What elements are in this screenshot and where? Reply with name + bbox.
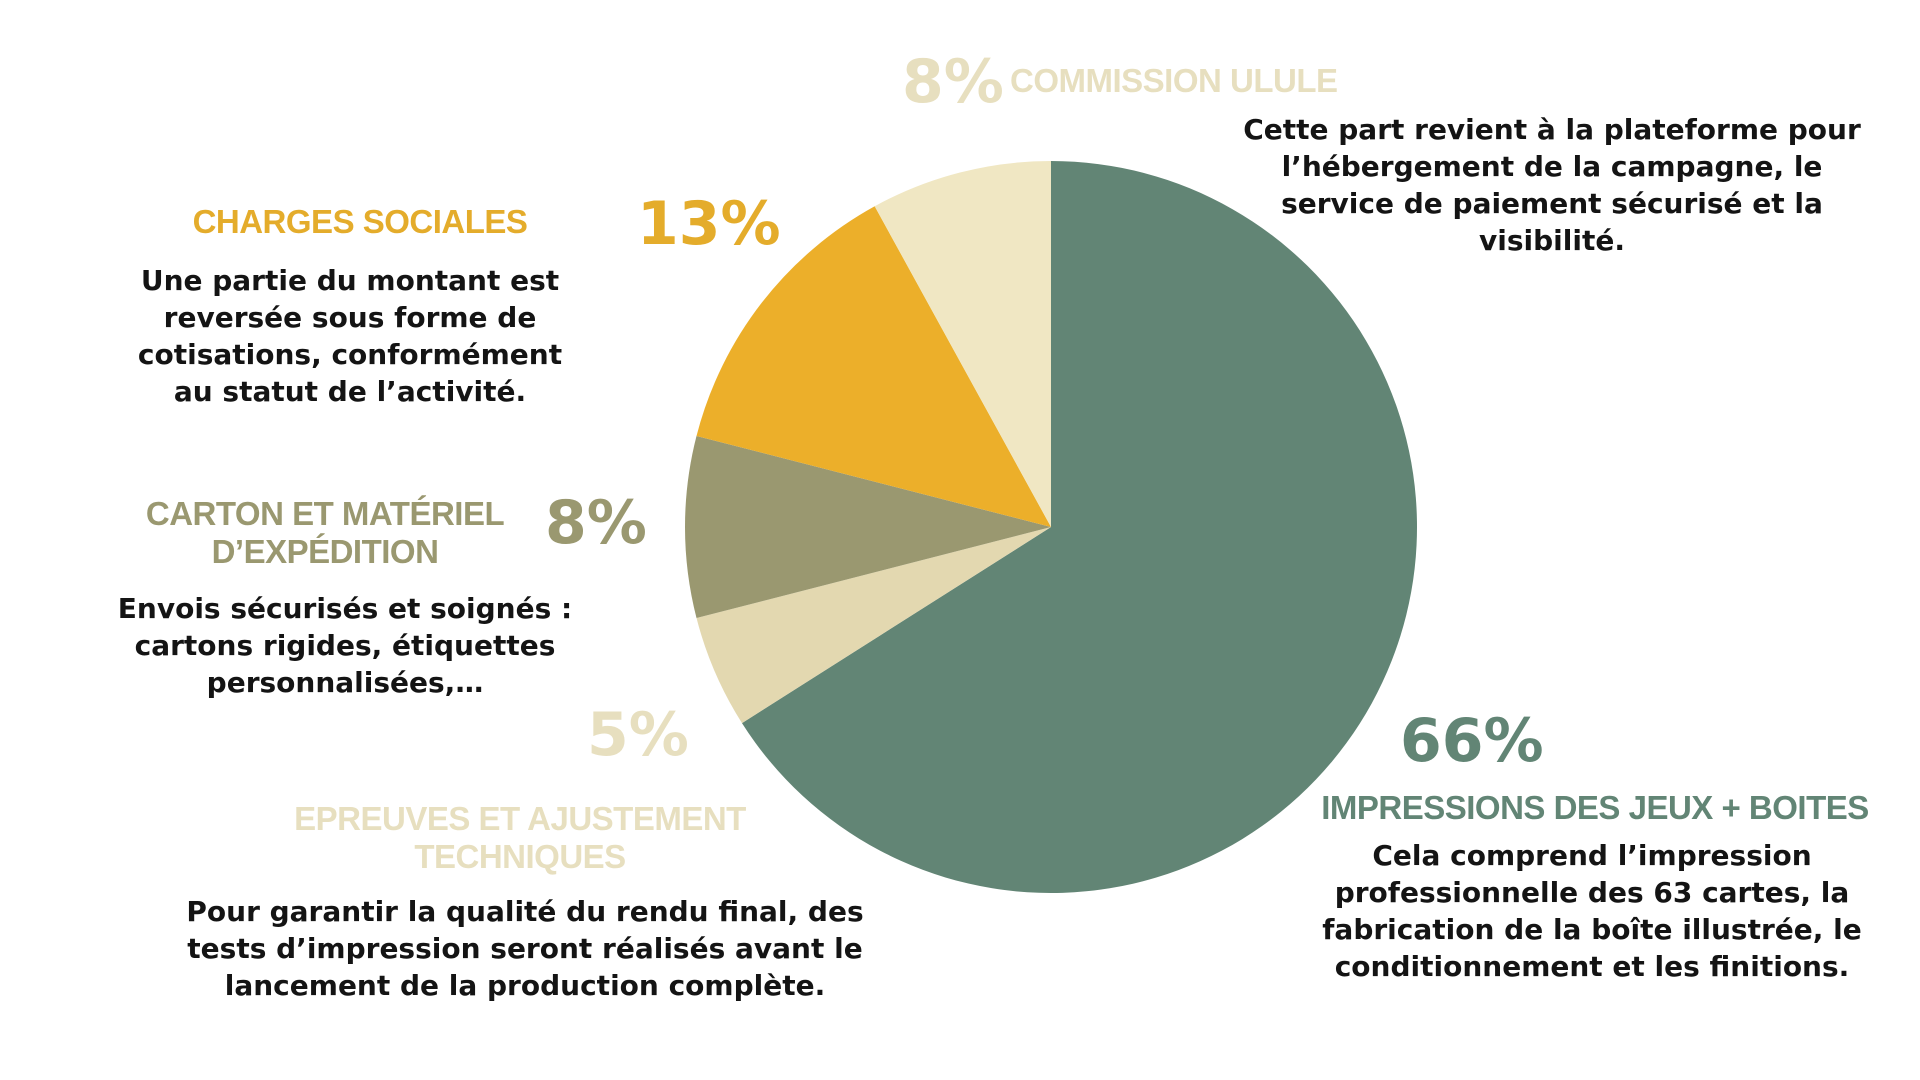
pct-label-carton: 8% xyxy=(545,488,647,558)
title-impressions: IMPRESSIONS DES JEUX + BOITES xyxy=(1321,789,1869,826)
title-carton: CARTON ET MATÉRIEL D’EXPÉDITION xyxy=(145,495,505,570)
pct-label-charges: 13% xyxy=(637,189,781,259)
pie-slice-carton xyxy=(685,435,1051,619)
title-commission: COMMISSION ULULE xyxy=(1010,62,1338,99)
pct-label-impressions: 66% xyxy=(1400,706,1544,776)
desc-epreuves: Pour garantir la qualité du rendu final,… xyxy=(186,895,864,1002)
desc-carton: Envois sécurisés et soignés : cartons ri… xyxy=(117,592,573,699)
desc-charges: Une partie du montant est reversée sous … xyxy=(137,264,563,408)
pie-slice-commission xyxy=(874,161,1051,527)
pct-label-epreuves: 5% xyxy=(587,700,689,770)
pie-slice-epreuves xyxy=(696,527,1051,724)
title-charges: CHARGES SOCIALES xyxy=(192,203,528,240)
title-epreuves: EPREUVES ET AJUSTEMENT TECHNIQUES xyxy=(294,800,746,875)
pct-label-commission: 8% xyxy=(902,47,1004,117)
desc-commission: Cette part revient à la plateforme pour … xyxy=(1243,113,1861,257)
desc-impressions: Cela comprend l’impression professionnel… xyxy=(1322,839,1862,983)
pie-slice-impressions xyxy=(741,161,1418,893)
pie-slice-charges xyxy=(696,206,1051,527)
